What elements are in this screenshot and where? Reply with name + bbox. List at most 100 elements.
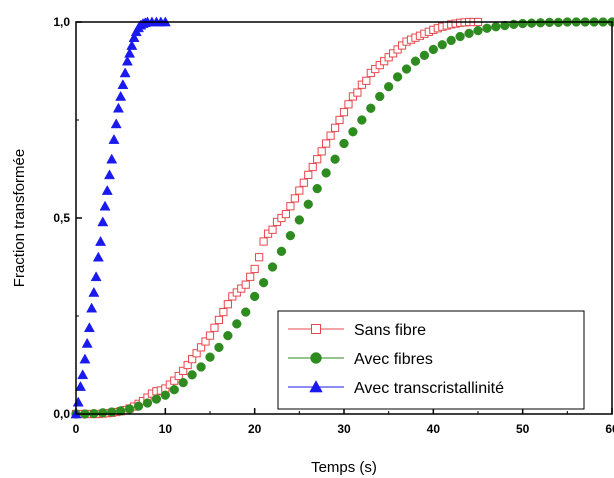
- data-point: [455, 31, 465, 42]
- data-point: [500, 20, 510, 31]
- data-point: [286, 202, 295, 211]
- data-point: [101, 184, 113, 195]
- data-point: [196, 362, 206, 372]
- x-tick-label: 60: [605, 422, 614, 436]
- data-point: [128, 32, 140, 42]
- y-tick-label: 0,0: [53, 407, 70, 421]
- data-point: [375, 91, 385, 102]
- data-point: [99, 200, 111, 211]
- data-point: [97, 216, 109, 227]
- data-point: [174, 371, 183, 381]
- data-point: [124, 404, 135, 414]
- plot-frame: [75, 21, 613, 415]
- legend: Sans fibre Avec fibres Avec transcristalli…: [277, 310, 585, 410]
- data-point: [112, 102, 124, 113]
- data-point: [335, 115, 344, 125]
- x-tick-label: 30: [337, 422, 351, 436]
- data-point: [121, 55, 133, 66]
- data-point: [312, 183, 322, 194]
- data-point: [401, 64, 412, 74]
- data-point: [518, 18, 528, 29]
- data-point: [339, 138, 349, 149]
- data-point: [214, 342, 224, 353]
- data-point: [313, 155, 322, 164]
- data-point: [535, 18, 546, 28]
- data-point: [250, 264, 259, 274]
- legend-label: Avec transcristallinité: [354, 380, 504, 397]
- data-point: [126, 39, 138, 50]
- data-point: [384, 82, 394, 92]
- data-point: [106, 153, 118, 164]
- legend-marker: [310, 352, 322, 364]
- data-point: [79, 353, 91, 364]
- data-point: [210, 323, 219, 332]
- x-tick-label: 50: [516, 422, 530, 436]
- data-point: [259, 237, 268, 246]
- data-point: [357, 115, 367, 125]
- data-point: [255, 253, 264, 262]
- data-point: [304, 170, 313, 179]
- data-point: [268, 225, 277, 234]
- data-point: [192, 349, 201, 358]
- data-point: [151, 394, 162, 404]
- x-tick-label: 20: [248, 422, 262, 436]
- data-point: [104, 169, 115, 180]
- data-point: [219, 307, 228, 317]
- data-point: [232, 319, 242, 329]
- data-point: [353, 88, 362, 97]
- legend-marker: [309, 380, 323, 393]
- data-point: [179, 366, 188, 375]
- data-point: [223, 330, 233, 341]
- data-point: [110, 118, 122, 129]
- data-point: [276, 246, 287, 256]
- x-tick-label: 10: [159, 422, 173, 436]
- legend-label: Avec fibres: [354, 351, 433, 368]
- x-axis: 0 10 20 30 40 50 60: [73, 408, 614, 436]
- data-point: [303, 199, 313, 209]
- data-point: [281, 209, 291, 219]
- data-point: [526, 18, 537, 28]
- data-point: [77, 369, 89, 380]
- data-point: [74, 380, 86, 391]
- data-point: [205, 352, 215, 362]
- y-axis: 0,0 0,5 1,0: [53, 15, 82, 421]
- x-axis-title: Temps (s): [311, 459, 377, 476]
- data-point: [241, 280, 250, 289]
- data-point: [446, 35, 456, 46]
- data-point: [246, 272, 255, 281]
- data-point: [295, 186, 304, 195]
- data-point: [366, 103, 376, 113]
- data-point: [170, 376, 179, 385]
- data-point: [491, 22, 501, 32]
- data-point: [95, 235, 107, 246]
- data-point: [201, 337, 210, 346]
- data-point: [86, 302, 98, 313]
- data-point: [428, 44, 438, 55]
- data-point: [294, 215, 304, 225]
- x-tick-label: 0: [73, 422, 80, 436]
- data-point: [290, 194, 299, 203]
- data-point: [88, 286, 100, 297]
- data-point: [482, 23, 492, 33]
- data-point: [72, 396, 84, 407]
- legend-marker: [311, 324, 321, 334]
- data-point: [344, 100, 353, 109]
- data-point: [250, 291, 260, 302]
- data-point: [339, 108, 349, 117]
- data-point: [317, 147, 326, 156]
- data-point: [214, 315, 224, 325]
- data-point: [142, 398, 153, 408]
- data-point: [92, 251, 104, 262]
- data-point: [124, 47, 136, 58]
- data-point: [267, 262, 278, 272]
- data-point: [392, 72, 403, 82]
- data-point: [473, 25, 483, 36]
- data-point: [419, 50, 430, 60]
- data-point: [410, 56, 421, 66]
- data-point: [258, 278, 269, 288]
- data-point: [196, 343, 206, 352]
- data-point: [133, 401, 144, 411]
- data-point: [241, 307, 251, 317]
- data-point: [107, 407, 117, 417]
